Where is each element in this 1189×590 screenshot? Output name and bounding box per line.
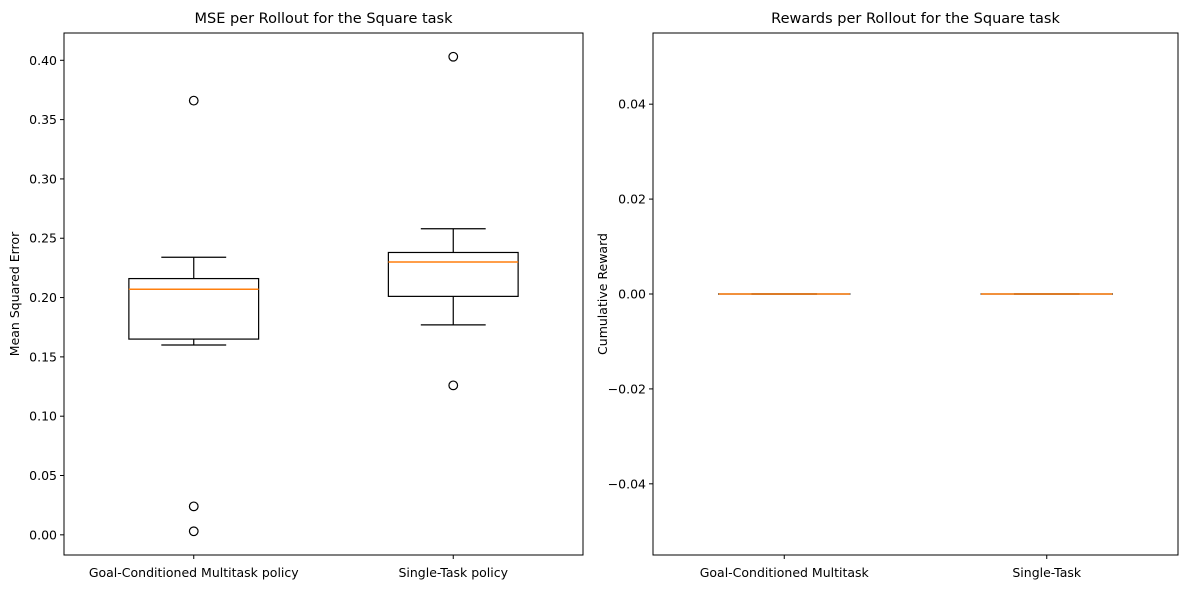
chart-title: MSE per Rollout for the Square task [194,11,453,27]
x-tick-label: Single-Task [1012,565,1082,580]
y-tick-label: 0.35 [29,112,57,127]
x-tick-label: Single-Task policy [398,565,508,580]
y-tick-label: 0.10 [29,409,57,424]
y-tick-label: 0.04 [618,97,646,112]
y-tick-label: 0.15 [29,349,57,364]
mse-boxplot-panel: MSE per Rollout for the Square task 0.00 0… [7,11,584,580]
y-tick-label: 0.02 [618,192,646,207]
y-axis-label: Cumulative Reward [595,233,610,355]
y-tick-label: 0.20 [29,290,57,305]
plot-frame [652,32,1179,556]
y-tick-label: 0.00 [618,287,646,302]
x-tick-label: Goal-Conditioned Multitask policy [89,565,299,580]
y-tick-label: −0.02 [608,381,646,396]
plot-frame [63,32,584,556]
y-tick-label: 0.30 [29,171,57,186]
y-axis-label: Mean Squared Error [7,231,22,356]
outlier-point [188,526,199,537]
rewards-boxplot-panel: Rewards per Rollout for the Square task −… [595,11,1179,580]
y-tick-label: 0.25 [29,231,57,246]
box-group [128,95,260,537]
box-group [387,51,519,391]
x-tick-label: Goal-Conditioned Multitask [700,565,870,580]
outlier-point [188,95,199,106]
outlier-point [188,501,199,512]
y-tick-label: 0.05 [29,468,57,483]
outlier-point [448,51,459,62]
y-tick-label: 0.40 [29,53,57,68]
y-tick-label: −0.04 [608,476,646,491]
box-iqr [128,277,260,340]
outlier-point [448,380,459,391]
box-iqr [387,251,519,297]
chart-title: Rewards per Rollout for the Square task [771,11,1060,27]
y-tick-label: 0.00 [29,527,57,542]
